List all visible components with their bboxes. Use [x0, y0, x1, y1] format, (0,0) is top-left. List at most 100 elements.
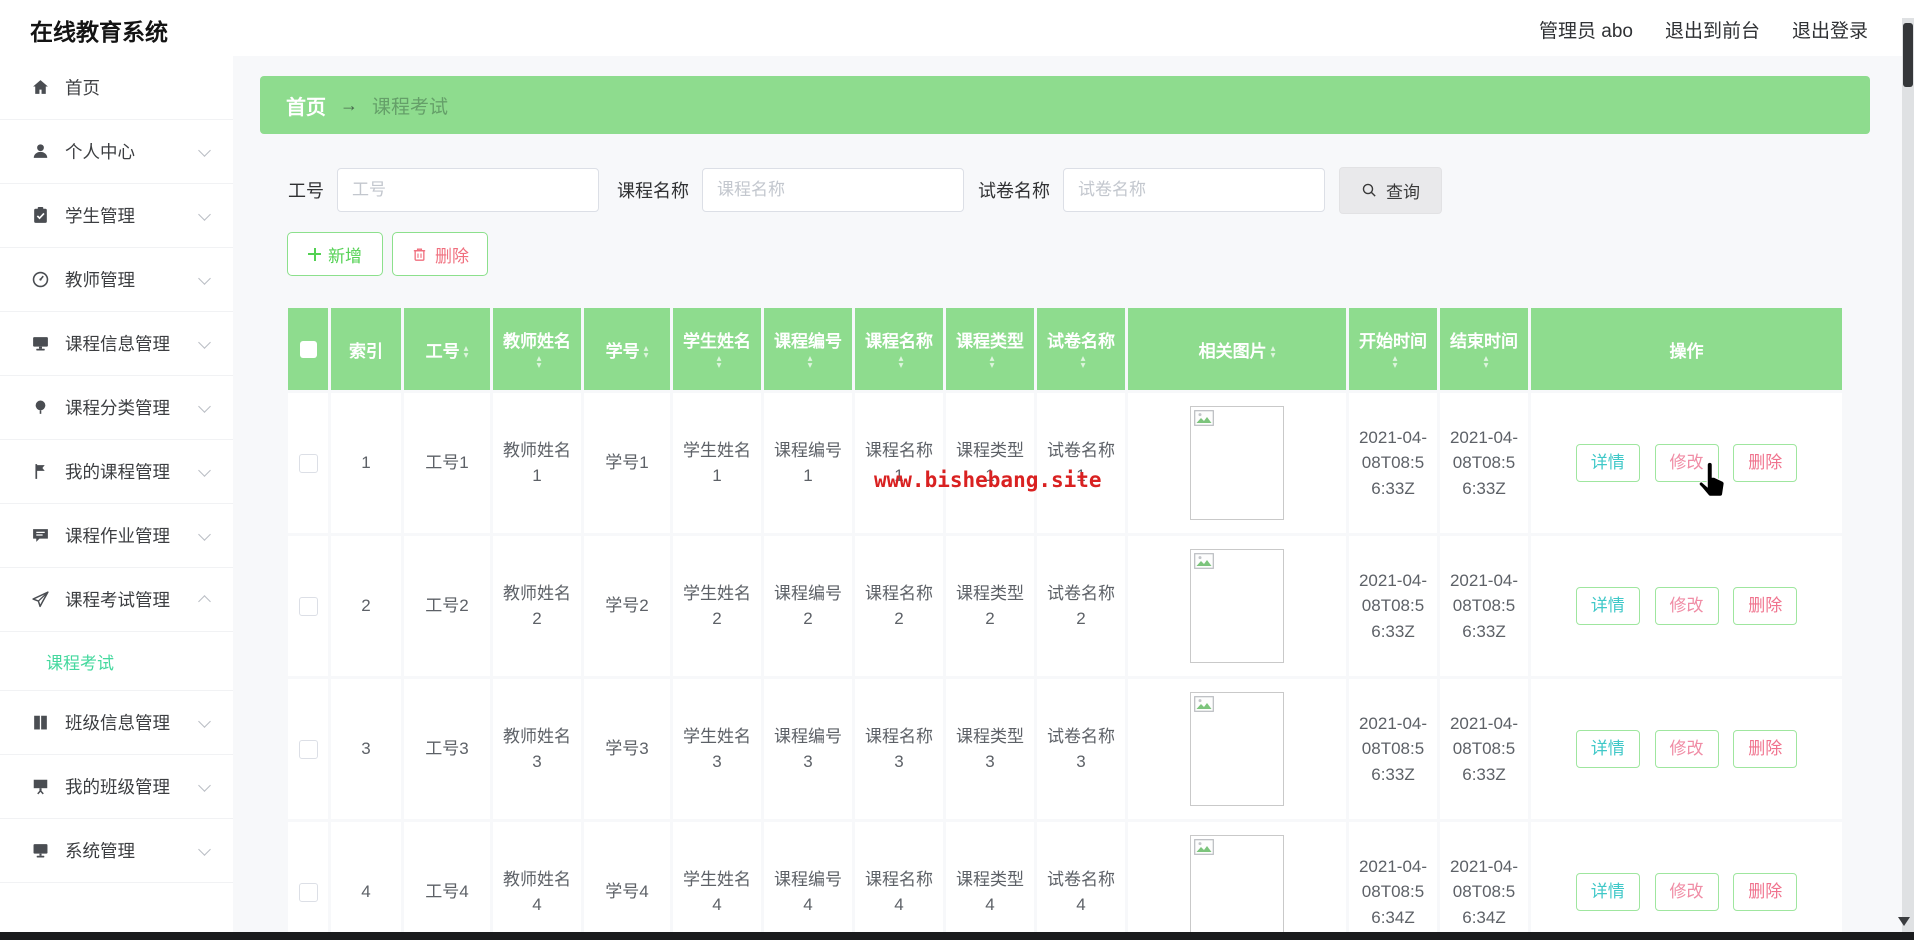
- cell-end-time: 2021-04-08T08:56:33Z: [1440, 536, 1528, 676]
- col-student[interactable]: 学生姓名: [673, 308, 761, 390]
- edit-button[interactable]: 修改: [1654, 873, 1719, 911]
- col-paper-name[interactable]: 试卷名称: [1037, 308, 1125, 390]
- cell-end-time: 2021-04-08T08:56:33Z: [1440, 393, 1528, 533]
- sidebar-item-label: 我的班级管理: [65, 777, 170, 797]
- cell-student: 学生姓名1: [673, 393, 761, 533]
- image-placeholder: [1190, 835, 1284, 940]
- vertical-scrollbar[interactable]: [1902, 18, 1914, 932]
- edit-button[interactable]: 修改: [1654, 444, 1719, 482]
- col-teacher[interactable]: 教师姓名: [493, 308, 581, 390]
- scroll-down-arrow-icon[interactable]: [1898, 917, 1910, 926]
- sidebar-item-course-category-mgmt[interactable]: 课程分类管理: [0, 376, 233, 440]
- logout-link[interactable]: 退出登录: [1791, 21, 1868, 42]
- sort-icon[interactable]: [717, 355, 722, 369]
- sidebar-item-label: 课程作业管理: [65, 526, 170, 546]
- sidebar-item-course-exam-mgmt[interactable]: 课程考试管理: [0, 568, 233, 632]
- delete-button-label: 删除: [435, 246, 469, 266]
- cell-course-type: 课程类型2: [946, 536, 1034, 676]
- cell-course-no: 课程编号3: [764, 679, 852, 819]
- sidebar-item-my-class-mgmt[interactable]: 我的班级管理: [0, 755, 233, 819]
- col-student-no[interactable]: 学号: [584, 308, 670, 390]
- job-no-input[interactable]: [337, 168, 599, 212]
- sort-icon[interactable]: [1271, 345, 1276, 359]
- clipboard-icon: [31, 206, 50, 225]
- image-placeholder: [1190, 406, 1284, 520]
- table-row: 2 工号2 教师姓名2 学号2 学生姓名2 课程编号2 课程名称2 课程类型2 …: [288, 536, 1842, 676]
- sidebar-item-label: 学生管理: [65, 206, 135, 226]
- sidebar-item-course-info-mgmt[interactable]: 课程信息管理: [0, 312, 233, 376]
- sidebar-item-label: 课程考试管理: [65, 590, 170, 610]
- course-name-input[interactable]: [702, 168, 964, 212]
- chevron-down-icon: [198, 143, 211, 157]
- cell-teacher: 教师姓名3: [493, 679, 581, 819]
- current-user[interactable]: 管理员 abo: [1538, 21, 1633, 42]
- sidebar-item-label: 个人中心: [65, 142, 135, 162]
- row-checkbox[interactable]: [298, 740, 318, 760]
- col-course-type[interactable]: 课程类型: [946, 308, 1034, 390]
- delete-button[interactable]: 删除: [392, 232, 488, 276]
- search-icon: [1361, 182, 1378, 199]
- sort-icon[interactable]: [537, 355, 542, 369]
- trash-icon: [411, 246, 428, 263]
- sidebar-item-student-mgmt[interactable]: 学生管理: [0, 184, 233, 248]
- table-header-row: 索引 工号 教师姓名 学号 学生姓名 课程编号 课程名称 课程类型 试卷名称 相…: [288, 308, 1842, 390]
- edit-button[interactable]: 修改: [1654, 587, 1719, 625]
- select-all-checkbox[interactable]: [299, 341, 317, 359]
- breadcrumb-arrow-icon: →: [340, 94, 358, 115]
- row-checkbox[interactable]: [298, 454, 318, 474]
- sort-icon[interactable]: [990, 355, 995, 369]
- sort-icon[interactable]: [1081, 355, 1086, 369]
- exam-table: 索引 工号 教师姓名 学号 学生姓名 课程编号 课程名称 课程类型 试卷名称 相…: [285, 305, 1845, 940]
- sidebar-item-home[interactable]: 首页: [0, 56, 233, 120]
- clock-icon: [31, 270, 50, 289]
- search-button[interactable]: 查询: [1339, 166, 1442, 214]
- detail-button[interactable]: 详情: [1575, 730, 1640, 768]
- col-course-no[interactable]: 课程编号: [764, 308, 852, 390]
- sidebar-item-label: 课程分类管理: [65, 398, 170, 418]
- remove-button[interactable]: 删除: [1733, 444, 1798, 482]
- remove-button[interactable]: 删除: [1733, 873, 1798, 911]
- detail-button[interactable]: 详情: [1575, 873, 1640, 911]
- vertical-scrollbar-thumb[interactable]: [1903, 23, 1913, 87]
- exit-to-front-link[interactable]: 退出到前台: [1664, 21, 1760, 42]
- breadcrumb-home[interactable]: 首页: [286, 96, 326, 119]
- sort-icon[interactable]: [1484, 355, 1489, 369]
- sidebar-item-system-mgmt[interactable]: 系统管理: [0, 819, 233, 883]
- comment-icon: [31, 526, 50, 545]
- breadcrumb-current: 课程考试: [372, 96, 449, 118]
- detail-button[interactable]: 详情: [1575, 587, 1640, 625]
- cell-job-no: 工号2: [404, 536, 490, 676]
- detail-button[interactable]: 详情: [1575, 444, 1640, 482]
- cell-student: 学生姓名2: [673, 536, 761, 676]
- sidebar-subitem-course-exam[interactable]: 课程考试: [0, 632, 233, 691]
- add-button[interactable]: 新增: [287, 232, 383, 276]
- sort-icon[interactable]: [464, 345, 469, 359]
- row-checkbox[interactable]: [298, 597, 318, 617]
- col-job-no[interactable]: 工号: [404, 308, 490, 390]
- cell-job-no: 工号4: [404, 822, 490, 940]
- remove-button[interactable]: 删除: [1733, 587, 1798, 625]
- edit-button[interactable]: 修改: [1654, 730, 1719, 768]
- col-end-time[interactable]: 结束时间: [1440, 308, 1528, 390]
- exam-table-wrap: 索引 工号 教师姓名 学号 学生姓名 课程编号 课程名称 课程类型 试卷名称 相…: [285, 305, 1845, 940]
- sidebar-item-my-course-mgmt[interactable]: 我的课程管理: [0, 440, 233, 504]
- sort-icon[interactable]: [899, 355, 904, 369]
- search-button-label: 查询: [1386, 182, 1420, 202]
- sort-icon[interactable]: [808, 355, 813, 369]
- sidebar-item-course-homework-mgmt[interactable]: 课程作业管理: [0, 504, 233, 568]
- sidebar-item-personal-center[interactable]: 个人中心: [0, 120, 233, 184]
- remove-button[interactable]: 删除: [1733, 730, 1798, 768]
- col-course-name[interactable]: 课程名称: [855, 308, 943, 390]
- sort-icon[interactable]: [644, 345, 649, 359]
- cell-teacher: 教师姓名4: [493, 822, 581, 940]
- horizontal-scrollbar[interactable]: [0, 932, 1914, 940]
- sidebar-item-class-info-mgmt[interactable]: 班级信息管理: [0, 691, 233, 755]
- sidebar-item-teacher-mgmt[interactable]: 教师管理: [0, 248, 233, 312]
- row-checkbox[interactable]: [298, 883, 318, 903]
- col-image[interactable]: 相关图片: [1128, 308, 1346, 390]
- sort-icon[interactable]: [1393, 355, 1398, 369]
- display-icon: [31, 841, 50, 860]
- cell-index: 4: [331, 822, 401, 940]
- paper-name-input[interactable]: [1063, 168, 1325, 212]
- col-start-time[interactable]: 开始时间: [1349, 308, 1437, 390]
